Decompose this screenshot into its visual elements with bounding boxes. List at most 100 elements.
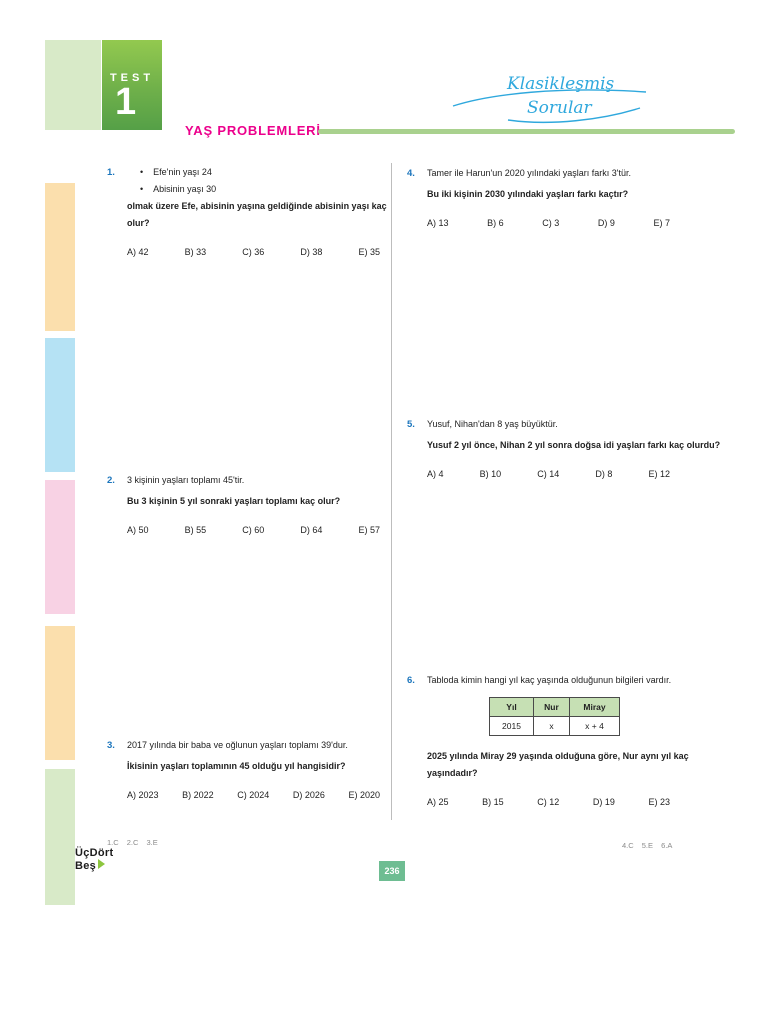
question-body: Tamer ile Harun'un 2020 yılındaki yaşlar… bbox=[427, 165, 740, 232]
options-row: A) 50 B) 55 C) 60 D) 64 E) 57 bbox=[127, 522, 380, 539]
question-4: 4. Tamer ile Harun'un 2020 yılındaki yaş… bbox=[405, 165, 740, 232]
answer-option: A) 42 bbox=[127, 247, 149, 257]
answer-option: C) 60 bbox=[242, 525, 265, 535]
answer-option: E) 23 bbox=[648, 797, 670, 807]
question-body: Efe'nin yaşı 24 Abisinin yaşı 30 olmak ü… bbox=[127, 164, 389, 261]
answer-option: C) 2024 bbox=[237, 790, 270, 800]
question-stem: 2025 yılında Miray 29 yaşında olduğuna g… bbox=[427, 751, 689, 778]
question-3: 3. 2017 yılında bir baba ve oğlunun yaşl… bbox=[105, 737, 389, 804]
answer-option: E) 2020 bbox=[348, 790, 380, 800]
decor-strip-blue bbox=[45, 338, 75, 472]
question-body: Tabloda kimin hangi yıl kaç yaşında oldu… bbox=[427, 672, 740, 811]
question-number: 6. bbox=[407, 675, 415, 686]
question-2: 2. 3 kişinin yaşları toplamı 45'tir. Bu … bbox=[105, 472, 389, 539]
question-body: 3 kişinin yaşları toplamı 45'tir. Bu 3 k… bbox=[127, 472, 389, 539]
corner-decor-block bbox=[45, 40, 101, 130]
test-label: TEST bbox=[109, 72, 155, 84]
answer-key-left: 1.C 2.C 3.E bbox=[107, 838, 158, 847]
table-header-row: Yıl Nur Miray bbox=[489, 697, 620, 717]
bullet-text: Efe'nin yaşı 24 bbox=[153, 167, 212, 177]
table-cell: x + 4 bbox=[569, 716, 620, 736]
answer-key-right: 4.C 5.E 6.A bbox=[622, 841, 673, 850]
question-1: 1. Efe'nin yaşı 24 Abisinin yaşı 30 olma… bbox=[105, 164, 389, 261]
decor-strip-orange-1 bbox=[45, 183, 75, 331]
logo-line2-row: Beş bbox=[75, 859, 113, 872]
table-cell: 2015 bbox=[489, 716, 534, 736]
answer-option: B) 6 bbox=[487, 218, 504, 228]
answer-option: D) 8 bbox=[595, 469, 613, 479]
answer-option: A) 25 bbox=[427, 797, 449, 807]
brand-swirl-decoration bbox=[452, 89, 647, 124]
question-body: Yusuf, Nihan'dan 8 yaş büyüktür. Yusuf 2… bbox=[427, 416, 740, 483]
page-title: YAŞ PROBLEMLERİ bbox=[185, 123, 321, 138]
answer-option: D) 2026 bbox=[292, 790, 325, 800]
column-divider bbox=[391, 163, 392, 820]
decor-strip-green bbox=[45, 769, 75, 905]
brand-script-line2: Sorular bbox=[527, 98, 592, 118]
answer-option: D) 64 bbox=[300, 525, 323, 535]
bullet-text: Abisinin yaşı 30 bbox=[153, 184, 217, 194]
answer-option: D) 9 bbox=[597, 218, 615, 228]
question-intro: 2017 yılında bir baba ve oğlunun yaşları… bbox=[127, 740, 348, 750]
question-number: 3. bbox=[107, 740, 115, 751]
brand-script-line1: Klasikleşmiş bbox=[507, 74, 615, 94]
answer-option: E) 57 bbox=[358, 525, 380, 535]
answer-option: C) 14 bbox=[537, 469, 560, 479]
question-intro: Yusuf, Nihan'dan 8 yaş büyüktür. bbox=[427, 419, 558, 429]
question-body: 2017 yılında bir baba ve oğlunun yaşları… bbox=[127, 737, 389, 804]
decor-strip-pink bbox=[45, 480, 75, 614]
question-stem: Bu 3 kişinin 5 yıl sonraki yaşları topla… bbox=[127, 496, 341, 506]
question-5: 5. Yusuf, Nihan'dan 8 yaş büyüktür. Yusu… bbox=[405, 416, 740, 483]
options-row: A) 4 B) 10 C) 14 D) 8 E) 12 bbox=[427, 466, 670, 483]
question-stem: Yusuf 2 yıl önce, Nihan 2 yıl sonra doğs… bbox=[427, 440, 721, 450]
answer-option: B) 15 bbox=[482, 797, 504, 807]
publisher-logo: ÜçDört Beş bbox=[75, 848, 113, 872]
answer-option: A) 50 bbox=[127, 525, 149, 535]
options-row: A) 42 B) 33 C) 36 D) 38 E) 35 bbox=[127, 244, 380, 261]
answer-option: C) 3 bbox=[542, 218, 560, 228]
answer-option: B) 33 bbox=[184, 247, 207, 257]
logo-line1: ÜçDört bbox=[75, 847, 114, 859]
answer-option: C) 36 bbox=[242, 247, 265, 257]
table-header-cell: Nur bbox=[533, 697, 570, 717]
question-intro: 3 kişinin yaşları toplamı 45'tir. bbox=[127, 475, 245, 485]
answer-option: A) 2023 bbox=[127, 790, 159, 800]
decor-strip-orange-2 bbox=[45, 626, 75, 760]
question-intro: Tabloda kimin hangi yıl kaç yaşında oldu… bbox=[427, 675, 672, 685]
bullet-item: Efe'nin yaşı 24 bbox=[127, 164, 389, 181]
logo-line2: Beş bbox=[75, 860, 97, 872]
table-header-cell: Miray bbox=[569, 697, 620, 717]
logo-triangle-icon bbox=[98, 859, 106, 869]
answer-option: A) 13 bbox=[427, 218, 449, 228]
answer-option: B) 10 bbox=[479, 469, 502, 479]
question-6: 6. Tabloda kimin hangi yıl kaç yaşında o… bbox=[405, 672, 740, 811]
answer-option: E) 12 bbox=[648, 469, 670, 479]
question-number: 1. bbox=[107, 167, 115, 178]
question-number: 4. bbox=[407, 168, 415, 179]
test-number: 1 bbox=[115, 81, 137, 123]
answer-option: E) 7 bbox=[653, 218, 670, 228]
answer-option: C) 12 bbox=[537, 797, 560, 807]
age-table: Yıl Nur Miray 2015 x x + 4 bbox=[489, 697, 620, 736]
answer-option: B) 55 bbox=[184, 525, 207, 535]
title-rule bbox=[318, 129, 735, 134]
question-intro: Tamer ile Harun'un 2020 yılındaki yaşlar… bbox=[427, 168, 632, 178]
options-row: A) 25 B) 15 C) 12 D) 19 E) 23 bbox=[427, 794, 670, 811]
table-cell: x bbox=[533, 716, 570, 736]
question-number: 2. bbox=[107, 475, 115, 486]
question-stem: İkisinin yaşları toplamının 45 olduğu yı… bbox=[127, 761, 346, 771]
bullet-item: Abisinin yaşı 30 bbox=[127, 181, 389, 198]
question-stem: olmak üzere Efe, abisinin yaşına geldiği… bbox=[127, 201, 387, 228]
options-row: A) 13 B) 6 C) 3 D) 9 E) 7 bbox=[427, 215, 670, 232]
question-stem: Bu iki kişinin 2030 yılındaki yaşları fa… bbox=[427, 189, 629, 199]
answer-option: A) 4 bbox=[427, 469, 444, 479]
answer-option: B) 2022 bbox=[182, 790, 214, 800]
table-header-cell: Yıl bbox=[489, 697, 534, 717]
answer-option: D) 19 bbox=[592, 797, 615, 807]
answer-option: D) 38 bbox=[300, 247, 323, 257]
test-badge: TEST 1 bbox=[102, 40, 162, 130]
answer-option: E) 35 bbox=[358, 247, 380, 257]
page-number-badge: 236 bbox=[379, 861, 405, 881]
table-row: 2015 x x + 4 bbox=[489, 716, 620, 736]
